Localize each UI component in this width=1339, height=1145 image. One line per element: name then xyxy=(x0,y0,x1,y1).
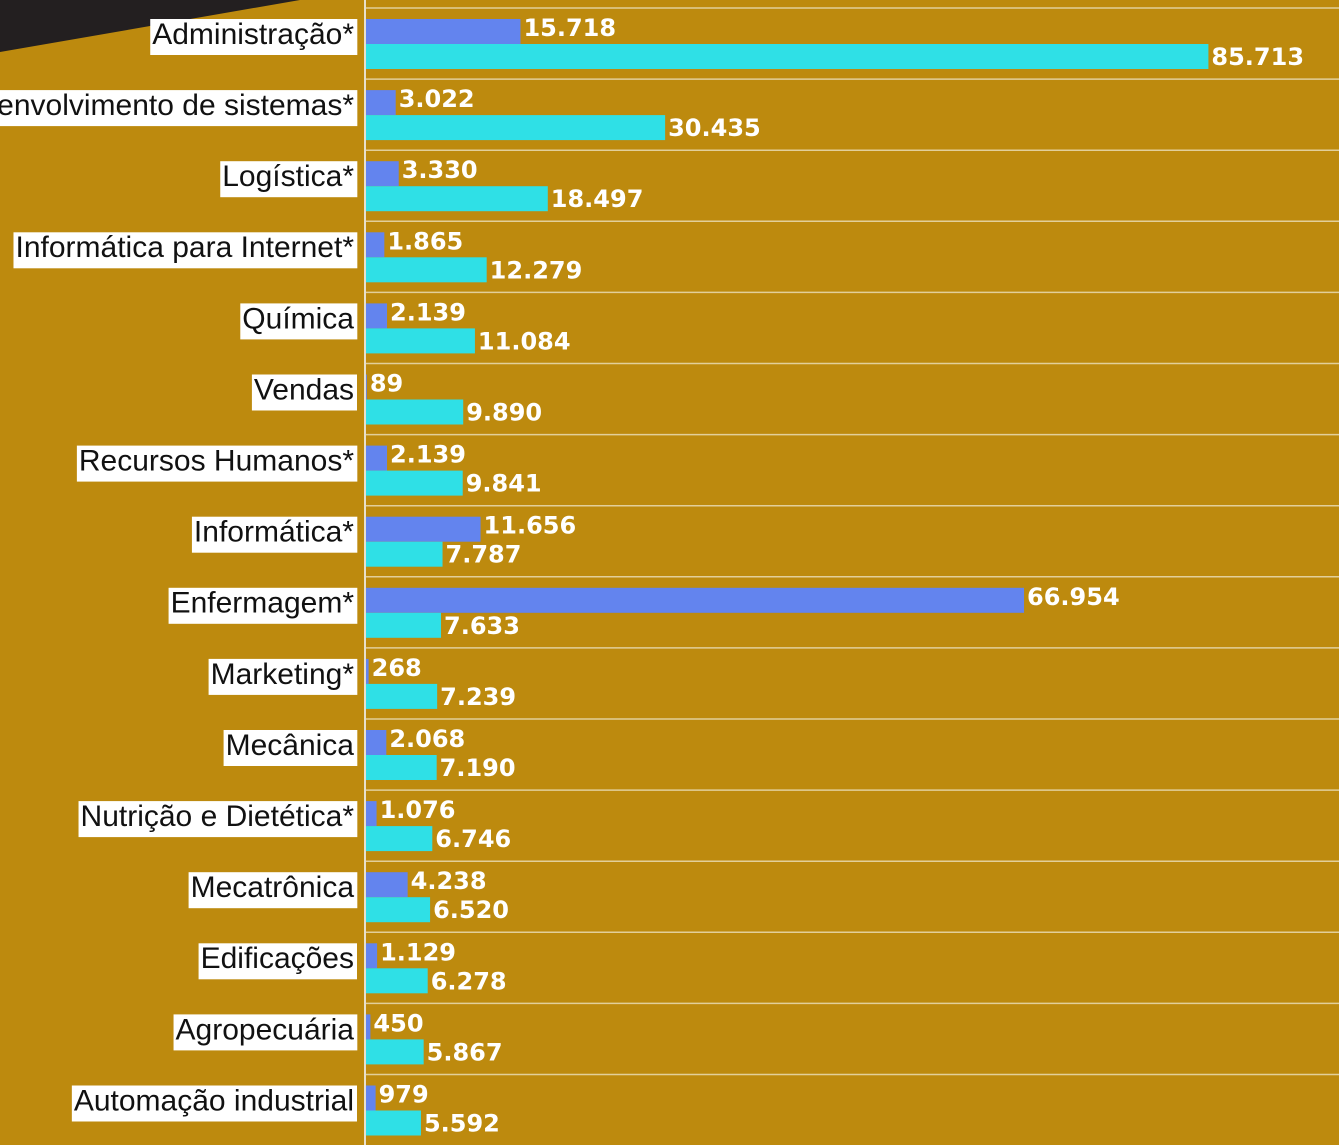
value-label: 3.022 xyxy=(399,85,475,113)
label-background xyxy=(208,658,358,695)
bar xyxy=(366,90,396,116)
value-label: 6.520 xyxy=(433,896,509,924)
value-label: 15.718 xyxy=(523,14,616,42)
value-label: 2.068 xyxy=(389,725,465,753)
bar xyxy=(366,658,369,684)
category-label: Logística* xyxy=(222,160,354,193)
value-label: 450 xyxy=(373,1009,423,1037)
value-label: 9.841 xyxy=(466,470,542,498)
value-label: 89 xyxy=(370,370,403,398)
bar xyxy=(366,445,388,471)
category-label: Química xyxy=(242,302,354,335)
bar xyxy=(366,1085,376,1111)
bar xyxy=(366,1039,424,1065)
value-label: 7.633 xyxy=(444,612,520,640)
bar xyxy=(366,541,443,567)
label-background xyxy=(0,90,358,127)
value-label: 66.954 xyxy=(1027,583,1120,611)
bar xyxy=(366,257,487,283)
bar xyxy=(366,801,377,827)
value-label: 2.139 xyxy=(390,441,466,469)
label-background xyxy=(251,374,357,411)
value-label: 30.435 xyxy=(668,114,761,142)
category-label: Recursos Humanos* xyxy=(79,445,354,478)
label-background xyxy=(168,587,358,624)
value-label: 9.890 xyxy=(466,399,542,427)
category-label: Edificações xyxy=(201,942,354,975)
bar xyxy=(366,1110,421,1136)
label-background xyxy=(13,232,358,269)
bar xyxy=(366,730,387,755)
label-background xyxy=(188,872,358,909)
category-label: Informática para Internet* xyxy=(15,231,354,264)
category-label: Automação industrial xyxy=(74,1084,354,1117)
value-label: 6.278 xyxy=(431,967,507,995)
label-background xyxy=(220,161,358,198)
label-background xyxy=(78,801,358,838)
value-label: 1.865 xyxy=(387,227,463,255)
bar xyxy=(366,683,438,709)
bar xyxy=(366,44,1209,69)
category-label: Vendas xyxy=(254,373,354,406)
category-label: Mecatrônica xyxy=(191,871,355,904)
category-label: Mecânica xyxy=(226,729,355,762)
label-background xyxy=(223,730,358,766)
value-label: 3.330 xyxy=(402,156,478,184)
bar xyxy=(366,303,388,329)
bar xyxy=(366,612,442,638)
bar xyxy=(366,516,481,542)
value-label: 5.867 xyxy=(427,1038,503,1066)
category-label: Marketing* xyxy=(211,658,355,691)
bar xyxy=(366,161,399,187)
value-label: 1.129 xyxy=(380,938,456,966)
category-label: Desenvolvimento de sistemas* xyxy=(0,89,354,122)
value-label: 12.279 xyxy=(490,256,583,284)
value-label: 7.787 xyxy=(446,541,522,569)
bar xyxy=(366,186,548,212)
bar xyxy=(366,755,437,780)
category-label: Informática* xyxy=(194,516,354,549)
bar xyxy=(366,19,521,44)
value-label: 5.592 xyxy=(424,1110,500,1138)
bar xyxy=(366,826,433,852)
value-label: 7.239 xyxy=(440,683,516,711)
value-label: 11.084 xyxy=(478,327,571,355)
category-label: Nutrição e Dietética* xyxy=(81,800,355,833)
bar xyxy=(366,328,475,354)
bar xyxy=(366,470,463,496)
category-label: Agropecuária xyxy=(176,1013,355,1046)
category-label: Administração* xyxy=(152,18,354,51)
value-label: 7.190 xyxy=(440,754,516,782)
label-background xyxy=(71,1085,357,1122)
label-background xyxy=(150,19,358,55)
bar xyxy=(366,587,1025,613)
label-background xyxy=(191,516,358,553)
bar xyxy=(366,232,385,258)
label-background xyxy=(173,1014,358,1051)
bar xyxy=(366,1014,371,1040)
bar xyxy=(366,872,408,898)
value-label: 18.497 xyxy=(551,185,644,213)
label-background xyxy=(76,445,358,482)
bar xyxy=(366,943,378,969)
bar xyxy=(366,968,428,994)
value-label: 1.076 xyxy=(380,796,456,824)
label-background xyxy=(198,943,357,980)
value-label: 2.139 xyxy=(390,298,466,326)
category-label: Enfermagem* xyxy=(171,587,355,620)
value-label: 85.713 xyxy=(1211,43,1304,71)
bar xyxy=(366,897,431,923)
value-label: 6.746 xyxy=(435,825,511,853)
bar xyxy=(366,374,367,400)
bar xyxy=(366,399,464,425)
value-label: 979 xyxy=(379,1081,429,1109)
label-background xyxy=(240,303,358,340)
value-label: 4.238 xyxy=(411,867,487,895)
value-label: 11.656 xyxy=(484,512,577,540)
bar xyxy=(366,115,666,141)
value-label: 268 xyxy=(372,654,422,682)
decoration xyxy=(0,0,300,52)
